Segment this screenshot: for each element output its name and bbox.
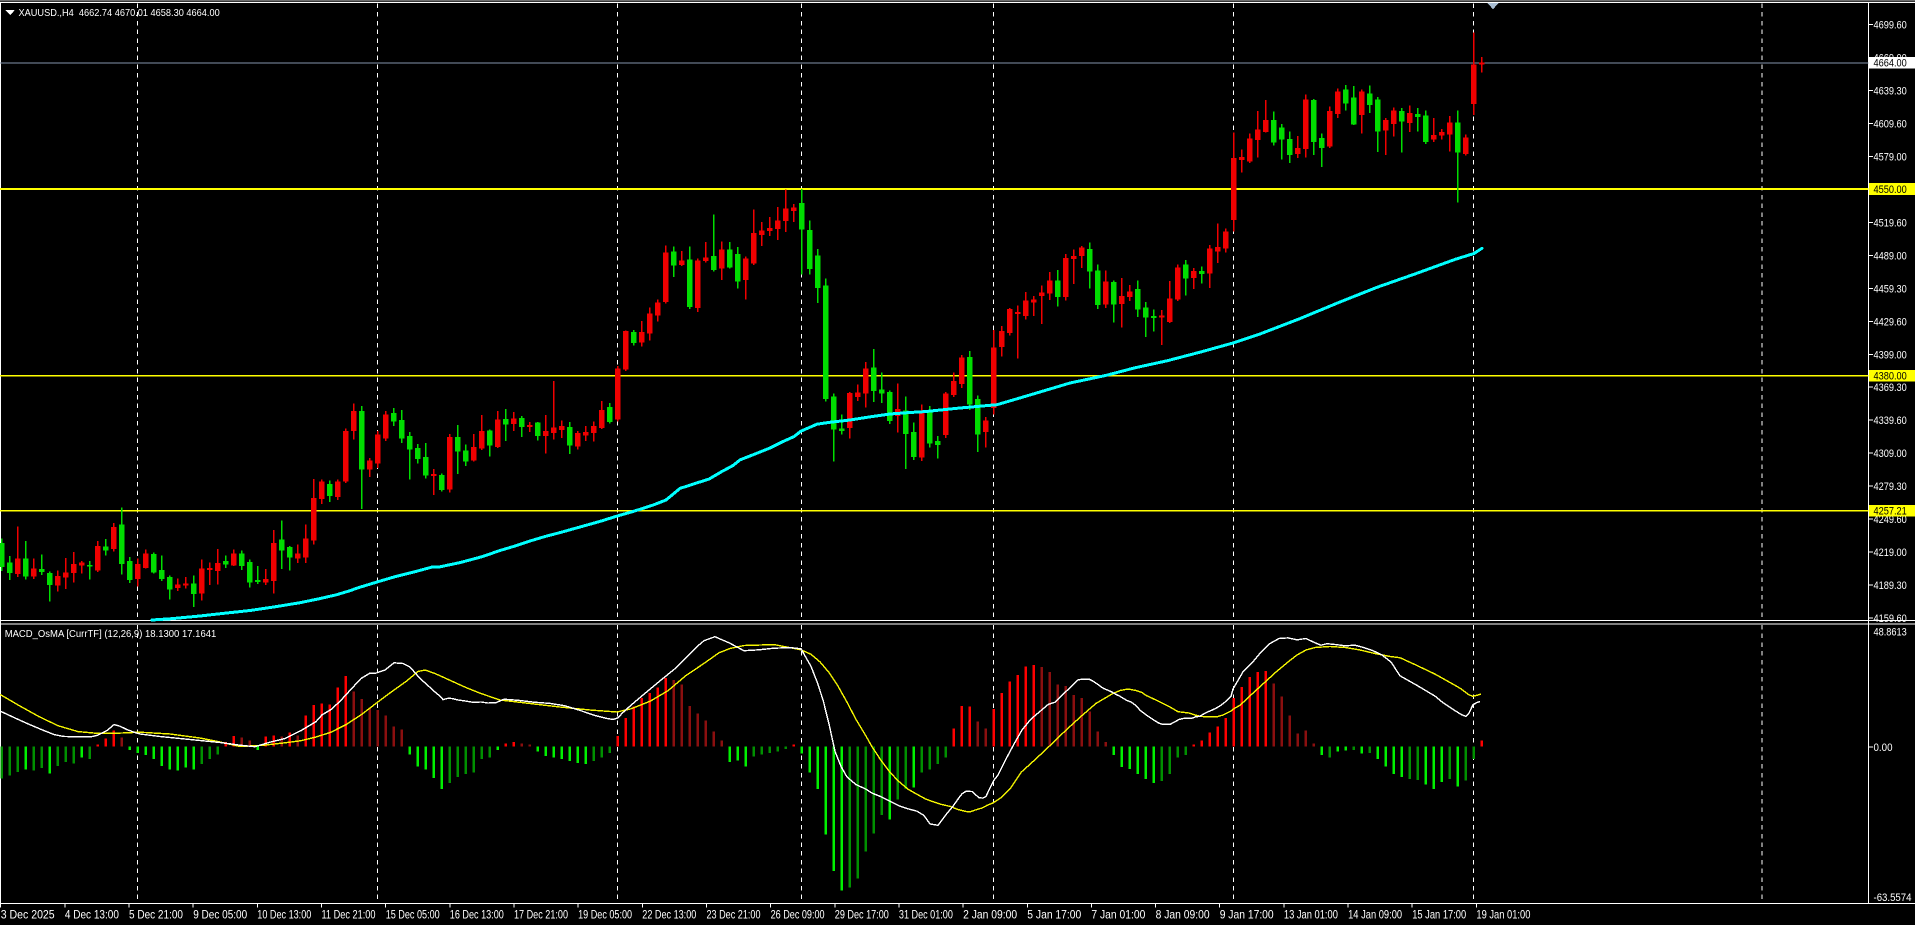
svg-text:4 Dec 13:00: 4 Dec 13:00: [65, 908, 119, 921]
svg-text:9 Jan 17:00: 9 Jan 17:00: [1220, 908, 1274, 921]
svg-text:19 Jan 01:00: 19 Jan 01:00: [1476, 908, 1530, 921]
svg-text:4189.30: 4189.30: [1874, 580, 1907, 592]
svg-text:MACD_OsMA [CurrTF] (12,26,9) 1: MACD_OsMA [CurrTF] (12,26,9) 18.1300 17.…: [5, 629, 217, 640]
svg-text:10 Dec 13:00: 10 Dec 13:00: [257, 908, 311, 921]
svg-text:4380.00: 4380.00: [1874, 371, 1907, 383]
svg-text:4257.21: 4257.21: [1874, 506, 1907, 518]
svg-text:7 Jan 01:00: 7 Jan 01:00: [1091, 908, 1145, 921]
svg-text:4459.30: 4459.30: [1874, 283, 1907, 295]
svg-text:9 Dec 05:00: 9 Dec 05:00: [193, 908, 247, 921]
svg-text:4579.00: 4579.00: [1874, 152, 1907, 164]
svg-text:4489.00: 4489.00: [1874, 250, 1907, 262]
svg-text:4399.00: 4399.00: [1874, 349, 1907, 361]
svg-text:4339.60: 4339.60: [1874, 415, 1907, 427]
svg-text:3 Dec 2025: 3 Dec 2025: [1, 908, 55, 921]
svg-text:26 Dec 09:00: 26 Dec 09:00: [771, 908, 825, 921]
svg-text:2 Jan 09:00: 2 Jan 09:00: [963, 908, 1017, 921]
svg-text:5 Jan 17:00: 5 Jan 17:00: [1027, 908, 1081, 921]
svg-text:16 Dec 13:00: 16 Dec 13:00: [450, 908, 504, 921]
svg-text:8 Jan 09:00: 8 Jan 09:00: [1156, 908, 1210, 921]
svg-text:31 Dec 01:00: 31 Dec 01:00: [899, 908, 953, 921]
svg-text:15 Jan 17:00: 15 Jan 17:00: [1412, 908, 1466, 921]
svg-text:5 Dec 21:00: 5 Dec 21:00: [129, 908, 183, 921]
svg-text:4664.00: 4664.00: [1874, 58, 1907, 70]
svg-text:4550.00: 4550.00: [1874, 184, 1907, 196]
svg-text:13 Jan 01:00: 13 Jan 01:00: [1284, 908, 1338, 921]
svg-text:0.00: 0.00: [1874, 742, 1893, 754]
svg-text:22 Dec 13:00: 22 Dec 13:00: [642, 908, 696, 921]
svg-text:11 Dec 21:00: 11 Dec 21:00: [322, 908, 376, 921]
svg-text:29 Dec 17:00: 29 Dec 17:00: [835, 908, 889, 921]
svg-text:19 Dec 05:00: 19 Dec 05:00: [578, 908, 632, 921]
svg-text:4639.30: 4639.30: [1874, 86, 1907, 98]
svg-text:4519.60: 4519.60: [1874, 217, 1907, 229]
svg-text:4309.00: 4309.00: [1874, 448, 1907, 460]
svg-text:15 Dec 05:00: 15 Dec 05:00: [386, 908, 440, 921]
svg-text:4699.60: 4699.60: [1874, 20, 1907, 32]
svg-text:4219.00: 4219.00: [1874, 547, 1907, 559]
svg-text:23 Dec 21:00: 23 Dec 21:00: [707, 908, 761, 921]
svg-text:14 Jan 09:00: 14 Jan 09:00: [1348, 908, 1402, 921]
svg-text:4159.60: 4159.60: [1874, 613, 1907, 625]
svg-text:48.8613: 48.8613: [1874, 627, 1907, 639]
svg-text:XAUUSD.,H4 4662.74 4670.01 46: XAUUSD.,H4 4662.74 4670.01 4658.30 4664.…: [19, 8, 220, 19]
svg-text:4609.60: 4609.60: [1874, 119, 1907, 131]
svg-text:4279.30: 4279.30: [1874, 481, 1907, 493]
svg-text:4429.60: 4429.60: [1874, 316, 1907, 328]
svg-text:4249.60: 4249.60: [1874, 514, 1907, 526]
svg-text:-63.5574: -63.5574: [1874, 892, 1912, 904]
svg-text:17 Dec 21:00: 17 Dec 21:00: [514, 908, 568, 921]
svg-text:4369.30: 4369.30: [1874, 382, 1907, 394]
